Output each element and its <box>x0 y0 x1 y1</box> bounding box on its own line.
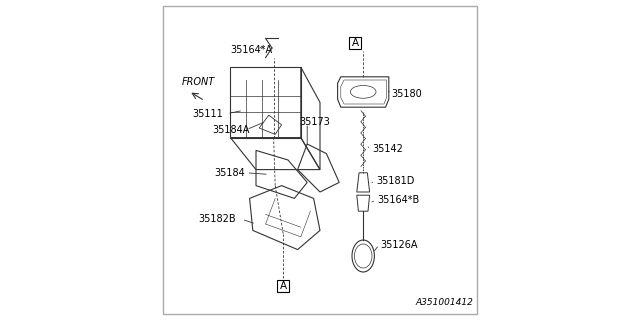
Text: 35184: 35184 <box>214 168 245 178</box>
Text: 35184A: 35184A <box>212 124 250 135</box>
FancyBboxPatch shape <box>278 280 289 292</box>
FancyBboxPatch shape <box>349 37 361 49</box>
Text: FRONT: FRONT <box>182 76 215 87</box>
Text: A351001412: A351001412 <box>416 298 474 307</box>
Text: 35164*B: 35164*B <box>377 195 419 205</box>
Text: 35180: 35180 <box>392 89 422 100</box>
Text: 35173: 35173 <box>300 116 330 127</box>
Text: 35181D: 35181D <box>376 176 414 186</box>
Text: A: A <box>280 281 287 291</box>
Text: 35126A: 35126A <box>380 240 418 250</box>
Text: 35111: 35111 <box>192 108 223 119</box>
Text: 35142: 35142 <box>372 144 403 154</box>
Text: A: A <box>351 38 359 48</box>
Text: 35182B: 35182B <box>198 214 236 224</box>
Text: 35164*A: 35164*A <box>230 44 273 55</box>
